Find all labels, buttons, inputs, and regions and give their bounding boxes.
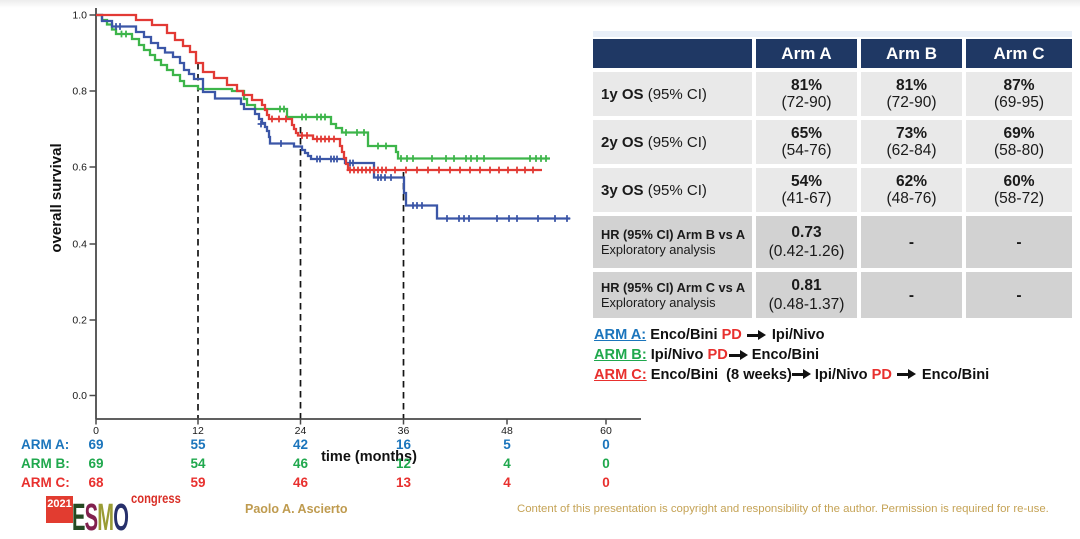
svg-text:0.2: 0.2 <box>72 315 87 327</box>
svg-text:0: 0 <box>93 425 99 437</box>
svg-text:0.8: 0.8 <box>72 86 87 98</box>
svg-text:0.6: 0.6 <box>72 162 87 174</box>
svg-text:1.0: 1.0 <box>72 10 87 22</box>
svg-text:36: 36 <box>398 425 410 437</box>
svg-text:overall survival: overall survival <box>48 143 65 252</box>
svg-text:60: 60 <box>600 425 612 437</box>
svg-text:12: 12 <box>192 425 204 437</box>
svg-text:48: 48 <box>501 425 513 437</box>
svg-text:time (months): time (months) <box>321 449 417 465</box>
svg-text:0.0: 0.0 <box>72 390 87 402</box>
svg-text:24: 24 <box>295 425 307 437</box>
svg-text:0.4: 0.4 <box>72 239 87 251</box>
